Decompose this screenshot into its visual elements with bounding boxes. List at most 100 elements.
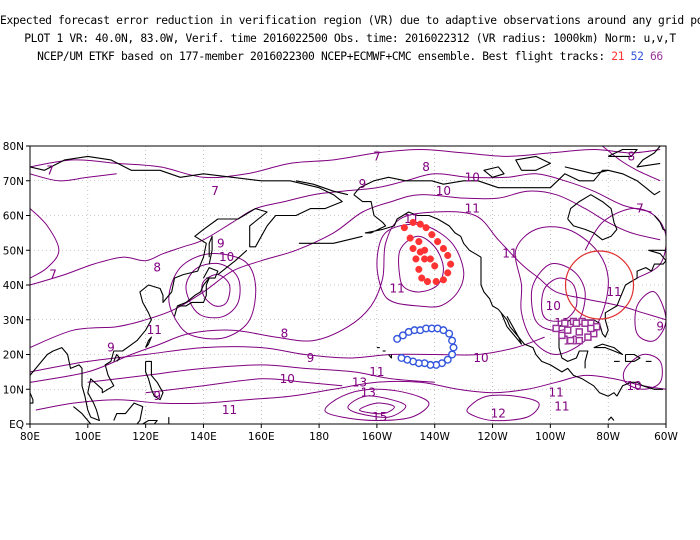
lon-tick-label: 120W [477,431,508,443]
contour-label: 9 [217,236,225,250]
contour-label: 7 [49,268,57,282]
plot-title-line-2: PLOT 1 VR: 40.0N, 83.0W, Verif. time 201… [24,32,676,45]
contour-label: 10 [473,351,488,365]
flight-track-point [428,231,436,239]
contour-line [185,262,241,319]
coastline-segment [298,235,363,244]
plot-title-line-1: Expected forecast error reduction in ver… [0,14,700,27]
coastline-segment [73,406,92,424]
contour-label: 10 [436,184,451,198]
flight-track-point [449,343,458,352]
contour-label: 8 [627,149,635,163]
contour-line [466,394,540,422]
flight-track-point [423,277,432,286]
contour-label: 10 [219,250,234,264]
contour-label: 11 [147,323,162,337]
flight-track-point [575,336,584,345]
flight-track-point [443,355,452,364]
contour-line [541,277,578,322]
flight-track-point [415,265,423,273]
flight-track-point [406,234,414,242]
contour-label: 10 [465,170,480,184]
flight-track-point [409,218,417,226]
lon-tick-label: 60W [654,431,678,443]
contour-line [347,395,407,418]
flight-track-point [563,326,572,334]
flight-track-point [412,255,420,263]
contour-line [514,226,609,356]
coastline-segment [113,402,144,424]
coastline-segment [353,194,618,397]
contour-label: 11 [465,202,480,216]
contour-line [30,336,545,373]
coastline-segment [30,155,343,422]
contour-label: 9 [153,389,161,403]
coastline-segment [208,235,213,265]
contour-line [602,146,661,182]
flight-track-point [575,328,584,336]
contour-label: 10 [627,379,642,393]
contour-label: 9 [107,341,115,355]
lon-tick-label: 80W [596,431,620,443]
lat-tick-label: EQ [9,419,24,431]
flight-track-point [447,260,455,268]
coastline-segment [483,166,505,178]
contour-label: 7 [373,149,381,163]
lat-tick-label: 10N [3,384,24,396]
contour-label: 8 [281,327,289,341]
flight-track-point [572,319,581,327]
contour-line [397,235,444,293]
contour-label: 13 [352,375,367,389]
contour-label: 10 [546,299,561,313]
coastline-segment [353,169,609,196]
contour-label: 8 [422,160,430,174]
flight-track-point [448,350,457,359]
flight-track-point [415,238,423,246]
flight-track-point [587,324,595,333]
contour-label: 11 [369,365,384,379]
flight-track-point [416,248,424,256]
contour-label: 11 [606,285,621,299]
coastline-segment [145,360,164,401]
lon-tick-label: 160E [248,431,275,443]
plot-title-line-3-prefix: NCEP/UM ETKF based on 177-member 2016022… [37,50,605,63]
flight-track-point [422,224,430,232]
contour-line [30,190,661,349]
contour-line [376,223,465,308]
coastline-segment [624,353,641,362]
lat-tick-label: 60N [3,211,24,223]
flight-track-point [400,224,408,232]
flight-track-21 [400,218,455,286]
contour-line [30,173,117,182]
coastline-segment [113,353,121,362]
flight-track-point [393,334,402,343]
contour-label: 7 [636,202,644,216]
flight-track-point [439,276,447,284]
lat-tick-label: 30N [3,315,24,327]
error-reduction-contours [30,146,666,422]
contour-line [584,207,666,279]
contour-label: 11 [554,400,569,414]
longitude-labels: 80E 100E 120E 140E 160E 180 160W 140W 120W 100W 80… [20,431,678,443]
lon-tick-label: 140E [190,431,217,443]
flight-track-point [581,319,589,327]
lon-tick-label: 160W [362,431,393,443]
lon-tick-label: 100E [74,431,101,443]
track-label-21: 21 [611,50,625,63]
contour-line [30,208,60,279]
contour-line [324,388,430,422]
coastline-segment [593,343,624,356]
lon-tick-label: 180 [309,431,329,443]
contour-line [201,274,231,307]
flight-track-point [445,329,454,338]
flight-track-point [584,333,592,341]
flight-track-point [409,244,417,253]
contour-label: 7 [46,163,54,177]
coastline-segment [515,155,551,171]
lat-tick-label: 20N [3,350,24,362]
contour-label: 11 [549,386,564,400]
flight-track-point [397,353,406,362]
coastline-segment [142,419,158,424]
lat-lon-grid [30,146,666,424]
